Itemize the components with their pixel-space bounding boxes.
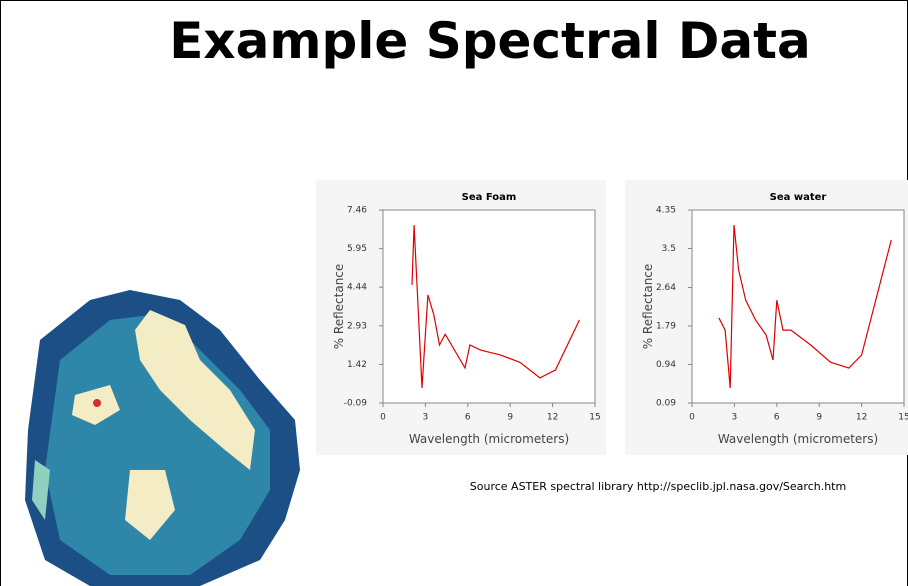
x-tick-label: 6 [465,413,471,423]
y-axis-label: % Reflectance [332,264,346,350]
y-tick-label: 1.42 [347,360,367,370]
y-tick-label: 4.35 [656,206,676,216]
x-tick-label: 0 [689,413,695,423]
y-tick-label: 0.94 [656,360,676,370]
y-tick-label: 3.5 [662,244,676,254]
plot-area [692,210,904,403]
y-tick-label: 4.44 [347,283,367,293]
x-tick-label: 15 [898,413,908,423]
chart-title: Sea water [770,192,827,203]
y-tick-label: 2.93 [347,321,367,331]
y-tick-label: 5.95 [347,244,367,254]
x-tick-label: 0 [380,413,386,423]
y-tick-label: 2.64 [656,283,676,293]
x-tick-label: 3 [423,413,429,423]
y-tick-label: -0.09 [344,399,368,409]
x-tick-label: 3 [732,413,738,423]
x-tick-label: 12 [856,413,867,423]
x-tick-label: 12 [547,413,558,423]
x-tick-label: 9 [507,413,513,423]
y-tick-label: 1.79 [656,321,676,331]
y-tick-label: 7.46 [347,206,367,216]
x-tick-label: 15 [589,413,600,423]
x-tick-label: 9 [816,413,822,423]
slide: Example Spectral Data Sea Foam -0.09 1.42 2… [0,0,908,586]
source-note: Source ASTER spectral library http://spe… [470,480,846,493]
chart-title: Sea Foam [462,192,517,203]
x-tick-label: 6 [774,413,780,423]
slide-title: Example Spectral Data [169,12,811,70]
x-axis-label: Wavelength (micrometers) [409,432,569,446]
x-axis-label: Wavelength (micrometers) [718,432,878,446]
y-axis-label: % Reflectance [641,264,655,350]
y-tick-label: 0.09 [656,399,676,409]
